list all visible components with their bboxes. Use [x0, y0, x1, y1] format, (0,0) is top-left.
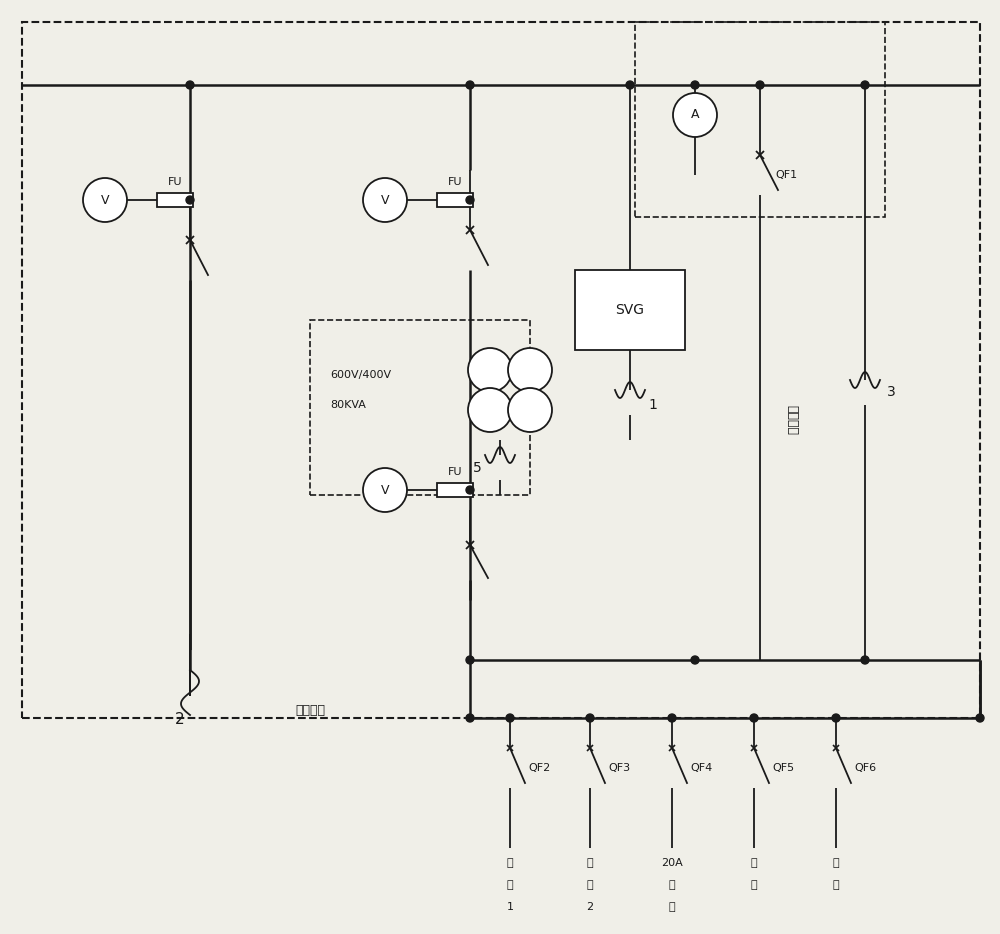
Text: 网电出线: 网电出线 — [785, 405, 798, 435]
Text: V: V — [101, 193, 109, 206]
Text: QF6: QF6 — [854, 763, 876, 773]
Text: QF4: QF4 — [690, 763, 712, 773]
Bar — [575, 270, 685, 350]
Text: 2: 2 — [586, 902, 594, 912]
Circle shape — [468, 388, 512, 432]
Text: V: V — [381, 193, 389, 206]
Circle shape — [363, 468, 407, 512]
Text: SVG: SVG — [616, 303, 644, 317]
Text: 调: 调 — [587, 880, 593, 890]
Circle shape — [363, 178, 407, 222]
Text: 用: 用 — [669, 902, 675, 912]
Circle shape — [691, 81, 699, 89]
Circle shape — [756, 81, 764, 89]
Text: QF1: QF1 — [775, 170, 797, 180]
Text: 照: 照 — [751, 858, 757, 868]
Circle shape — [466, 196, 474, 204]
Bar — [22, 22, 980, 718]
Text: 3: 3 — [887, 385, 896, 399]
Circle shape — [976, 714, 984, 722]
Circle shape — [861, 656, 869, 664]
Circle shape — [468, 348, 512, 392]
Text: 明: 明 — [751, 880, 757, 890]
Circle shape — [508, 388, 552, 432]
Text: FU: FU — [448, 177, 462, 187]
Text: 2: 2 — [175, 713, 185, 728]
Text: FU: FU — [448, 467, 462, 477]
Text: 20A: 20A — [661, 858, 683, 868]
Circle shape — [466, 486, 474, 494]
Text: 空: 空 — [507, 858, 513, 868]
Bar — [437, 483, 473, 497]
Circle shape — [586, 714, 594, 722]
Circle shape — [750, 714, 758, 722]
Circle shape — [186, 196, 194, 204]
Circle shape — [626, 81, 634, 89]
Circle shape — [466, 714, 474, 722]
Text: 插: 插 — [833, 858, 839, 868]
Text: 座: 座 — [833, 880, 839, 890]
Text: 1: 1 — [507, 902, 514, 912]
Circle shape — [668, 714, 676, 722]
Circle shape — [466, 656, 474, 664]
Bar — [437, 193, 473, 207]
Bar — [157, 193, 193, 207]
Text: 备: 备 — [669, 880, 675, 890]
Circle shape — [506, 714, 514, 722]
Circle shape — [83, 178, 127, 222]
Text: 空: 空 — [587, 858, 593, 868]
Text: 80KVA: 80KVA — [330, 400, 366, 410]
Circle shape — [691, 656, 699, 664]
Text: QF2: QF2 — [528, 763, 550, 773]
Bar — [635, 22, 885, 217]
Circle shape — [673, 93, 717, 137]
Circle shape — [186, 81, 194, 89]
Circle shape — [861, 81, 869, 89]
Circle shape — [508, 348, 552, 392]
Text: 1: 1 — [648, 398, 657, 412]
Text: A: A — [691, 108, 699, 121]
Text: V: V — [381, 484, 389, 497]
Text: FU: FU — [168, 177, 182, 187]
Circle shape — [466, 81, 474, 89]
Text: 调: 调 — [507, 880, 513, 890]
Text: 600V/400V: 600V/400V — [330, 370, 391, 380]
Circle shape — [832, 714, 840, 722]
Text: 5: 5 — [473, 461, 482, 475]
Text: QF5: QF5 — [772, 763, 794, 773]
Text: 网电进线: 网电进线 — [295, 703, 325, 716]
Text: QF3: QF3 — [608, 763, 630, 773]
Bar — [310, 320, 530, 495]
